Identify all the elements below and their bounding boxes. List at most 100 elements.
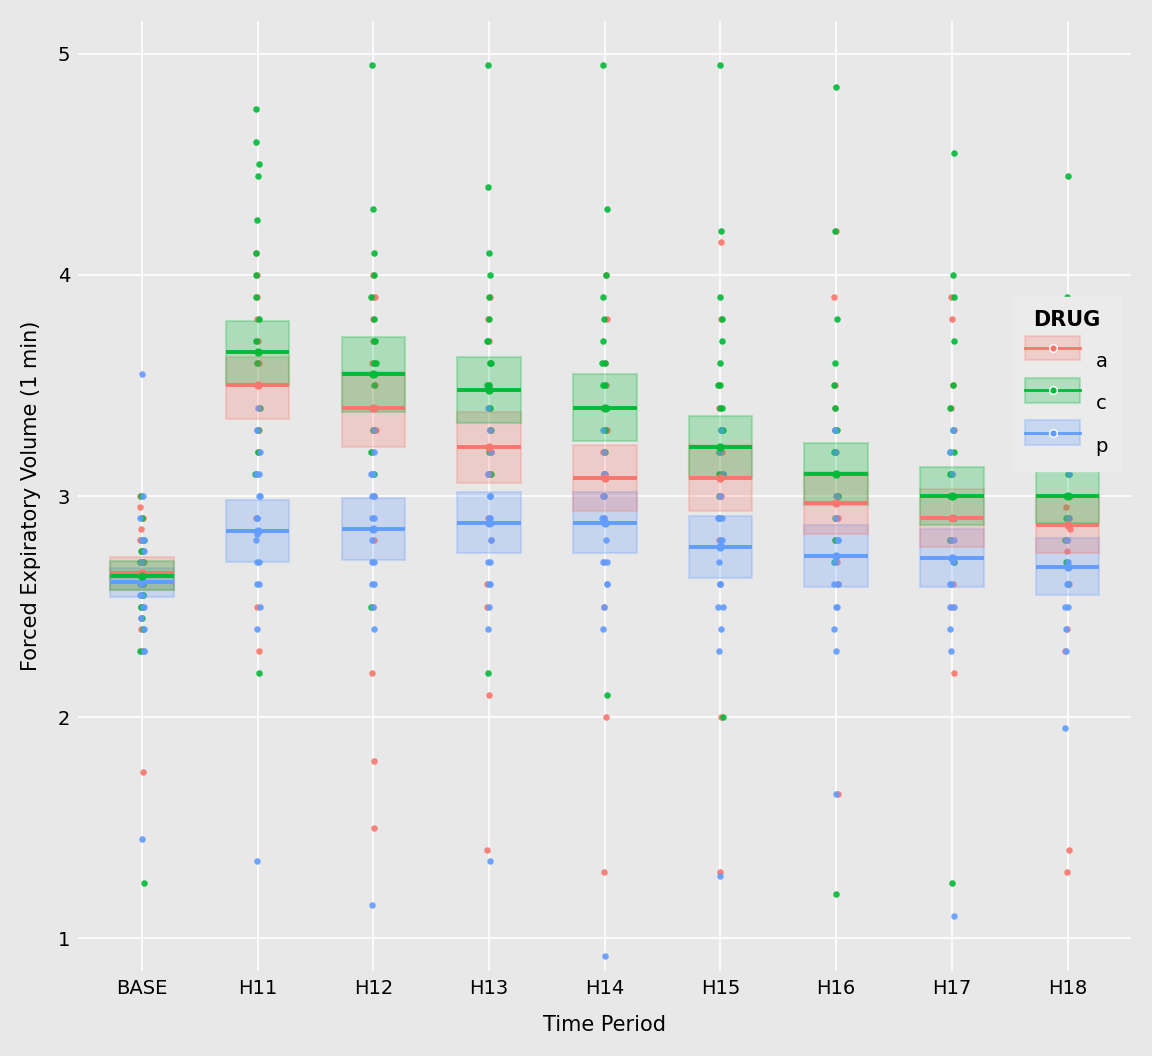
Point — [826, 79, 844, 96]
X-axis label: Time Period: Time Period — [544, 1015, 666, 1035]
Point — [366, 366, 385, 383]
Point — [132, 573, 151, 590]
Point — [713, 532, 732, 549]
Point — [597, 709, 615, 725]
Point — [594, 598, 613, 615]
Point — [712, 421, 730, 438]
Point — [593, 333, 612, 350]
Point — [248, 620, 266, 637]
Point — [135, 532, 153, 549]
Point — [826, 421, 844, 438]
Point — [480, 399, 499, 416]
Point — [594, 444, 613, 460]
Bar — [457, 357, 521, 423]
Point — [1058, 488, 1076, 505]
Point — [366, 288, 385, 305]
Point — [247, 100, 265, 117]
Point — [943, 266, 962, 283]
Point — [596, 421, 614, 438]
Point — [480, 381, 499, 398]
Point — [364, 466, 382, 483]
Point — [248, 598, 266, 615]
Point — [827, 547, 846, 564]
Point — [134, 576, 152, 592]
Point — [711, 470, 729, 487]
Point — [826, 421, 844, 438]
Point — [478, 333, 497, 350]
Point — [827, 598, 846, 615]
Point — [596, 470, 614, 487]
Point — [711, 576, 729, 592]
Point — [363, 532, 381, 549]
Point — [364, 521, 382, 538]
Point — [134, 565, 152, 582]
Point — [710, 377, 728, 394]
Point — [1060, 553, 1078, 570]
Point — [363, 576, 381, 592]
Point — [941, 532, 960, 549]
Point — [249, 377, 267, 394]
Point — [132, 553, 151, 570]
Point — [1058, 553, 1076, 570]
Point — [941, 532, 960, 549]
Point — [1060, 421, 1078, 438]
Point — [134, 553, 152, 570]
Point — [710, 510, 728, 527]
Point — [828, 510, 847, 527]
Point — [712, 421, 730, 438]
Point — [712, 421, 730, 438]
Point — [480, 514, 499, 531]
Point — [940, 488, 958, 505]
Point — [482, 421, 500, 438]
Point — [1058, 288, 1076, 305]
Point — [826, 642, 844, 659]
Point — [482, 355, 500, 372]
Point — [826, 547, 844, 564]
Point — [132, 488, 151, 505]
Point — [482, 355, 500, 372]
Point — [594, 510, 613, 527]
Point — [825, 399, 843, 416]
Point — [365, 310, 384, 327]
Point — [131, 598, 150, 615]
Point — [132, 521, 151, 538]
Point — [710, 466, 728, 483]
Point — [365, 399, 384, 416]
Point — [1058, 576, 1076, 592]
Point — [131, 553, 150, 570]
Y-axis label: Forced Expiratory Volume (1 min): Forced Expiratory Volume (1 min) — [21, 321, 40, 672]
Point — [482, 266, 500, 283]
Point — [1056, 498, 1075, 515]
Point — [248, 553, 266, 570]
Point — [711, 57, 729, 74]
Point — [827, 466, 846, 483]
Point — [366, 355, 385, 372]
Point — [827, 310, 846, 327]
Bar — [689, 446, 752, 511]
Bar — [341, 337, 406, 412]
Point — [593, 399, 612, 416]
Point — [943, 377, 962, 394]
Point — [1060, 510, 1078, 527]
Point — [1060, 333, 1078, 350]
Point — [827, 421, 846, 438]
Point — [713, 421, 732, 438]
Point — [135, 543, 153, 560]
Point — [1058, 532, 1076, 549]
Point — [1056, 444, 1075, 460]
Point — [826, 532, 844, 549]
Point — [363, 466, 381, 483]
Point — [1059, 444, 1077, 460]
Point — [1059, 167, 1077, 184]
Point — [250, 344, 268, 361]
Bar — [1036, 538, 1099, 596]
Point — [250, 576, 268, 592]
Point — [482, 532, 500, 549]
Point — [480, 553, 499, 570]
Point — [248, 244, 266, 261]
Bar — [111, 557, 174, 590]
Point — [1058, 543, 1076, 560]
Point — [596, 553, 614, 570]
Point — [134, 598, 152, 615]
Point — [364, 366, 382, 383]
